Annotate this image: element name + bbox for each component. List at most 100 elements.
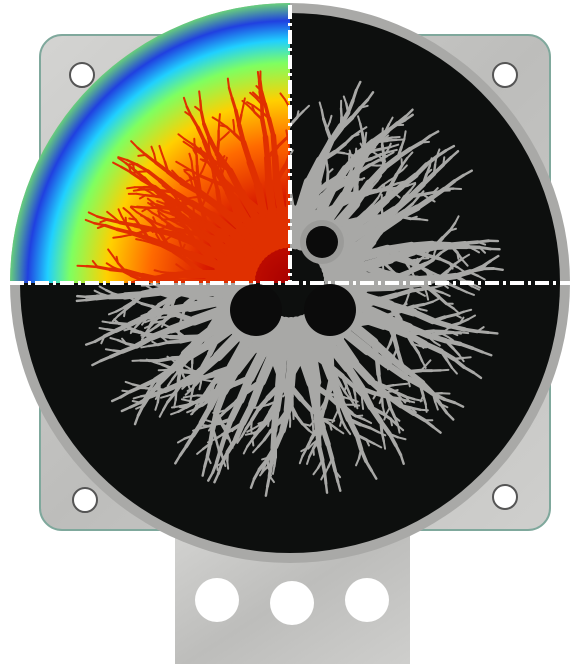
branch	[199, 383, 200, 389]
branch	[493, 268, 502, 269]
branch	[226, 432, 227, 438]
branch	[137, 207, 145, 208]
branch	[297, 111, 298, 117]
branch	[313, 449, 314, 455]
branch	[281, 210, 285, 244]
branch	[186, 197, 193, 198]
branch	[129, 219, 135, 220]
branch	[163, 274, 187, 277]
branch	[178, 231, 193, 233]
branch	[203, 425, 209, 426]
branch	[127, 187, 135, 188]
branch	[421, 142, 429, 143]
branch	[143, 277, 164, 280]
branch	[251, 420, 252, 427]
branch	[113, 350, 122, 351]
branch	[420, 219, 428, 220]
branch	[265, 137, 267, 158]
branch	[423, 193, 433, 195]
branch	[362, 133, 364, 144]
branch	[267, 476, 269, 487]
branch	[290, 357, 292, 386]
branch	[311, 410, 313, 419]
branch	[192, 161, 193, 170]
branch	[384, 391, 391, 392]
branch	[286, 130, 287, 136]
branch	[410, 289, 422, 291]
branch	[433, 393, 442, 394]
branch	[454, 358, 463, 359]
branch	[273, 430, 274, 448]
branch	[393, 384, 400, 385]
branch	[119, 324, 130, 325]
page: {}	[0, 0, 577, 664]
branch	[168, 219, 175, 220]
branch	[201, 376, 202, 383]
branch	[258, 72, 259, 81]
branch	[136, 239, 144, 240]
branch	[465, 329, 478, 331]
branch	[219, 122, 220, 131]
branch	[328, 420, 334, 421]
branch	[156, 196, 168, 198]
branch	[233, 120, 234, 126]
branch	[145, 207, 154, 208]
branch	[179, 323, 180, 330]
branch	[356, 172, 358, 187]
branch	[194, 196, 203, 197]
branch	[322, 110, 324, 119]
branch	[217, 141, 218, 153]
branch	[420, 309, 426, 310]
branch	[110, 295, 125, 297]
branch	[387, 397, 398, 398]
branch	[453, 332, 461, 333]
branch	[387, 140, 396, 141]
branch	[220, 125, 226, 126]
branch	[124, 310, 125, 316]
branch	[141, 395, 150, 397]
branch	[326, 393, 336, 395]
branch	[228, 79, 229, 88]
branch	[427, 293, 428, 299]
branch	[218, 448, 219, 456]
branch	[198, 297, 218, 301]
branch	[290, 413, 291, 420]
branch	[335, 152, 344, 153]
branch	[391, 390, 397, 391]
branch	[141, 346, 149, 347]
branch	[382, 209, 383, 218]
branch	[420, 410, 428, 411]
branch	[161, 191, 173, 192]
branch	[404, 131, 405, 139]
branch	[143, 289, 163, 293]
branch	[262, 120, 265, 137]
branch	[113, 237, 121, 238]
branch	[273, 136, 275, 157]
branch	[267, 158, 268, 183]
branch	[86, 296, 97, 297]
branch	[326, 483, 327, 492]
branch	[122, 391, 130, 392]
branch	[198, 221, 205, 222]
branch	[407, 332, 422, 333]
port	[304, 284, 356, 336]
branch	[217, 462, 218, 470]
branch	[364, 277, 393, 279]
branch	[477, 331, 488, 332]
branch	[86, 299, 97, 300]
branch	[392, 137, 400, 138]
branch	[353, 405, 359, 406]
branch	[253, 439, 254, 445]
branch	[168, 341, 180, 342]
branch	[341, 108, 342, 117]
branch	[382, 145, 384, 156]
branch	[434, 165, 435, 174]
branch	[172, 406, 180, 407]
branch	[202, 367, 203, 376]
tab-hole	[195, 578, 239, 622]
branch	[467, 247, 480, 248]
mount-hole	[73, 488, 97, 512]
branch	[355, 186, 356, 203]
branch	[356, 416, 362, 417]
branch	[77, 296, 86, 297]
